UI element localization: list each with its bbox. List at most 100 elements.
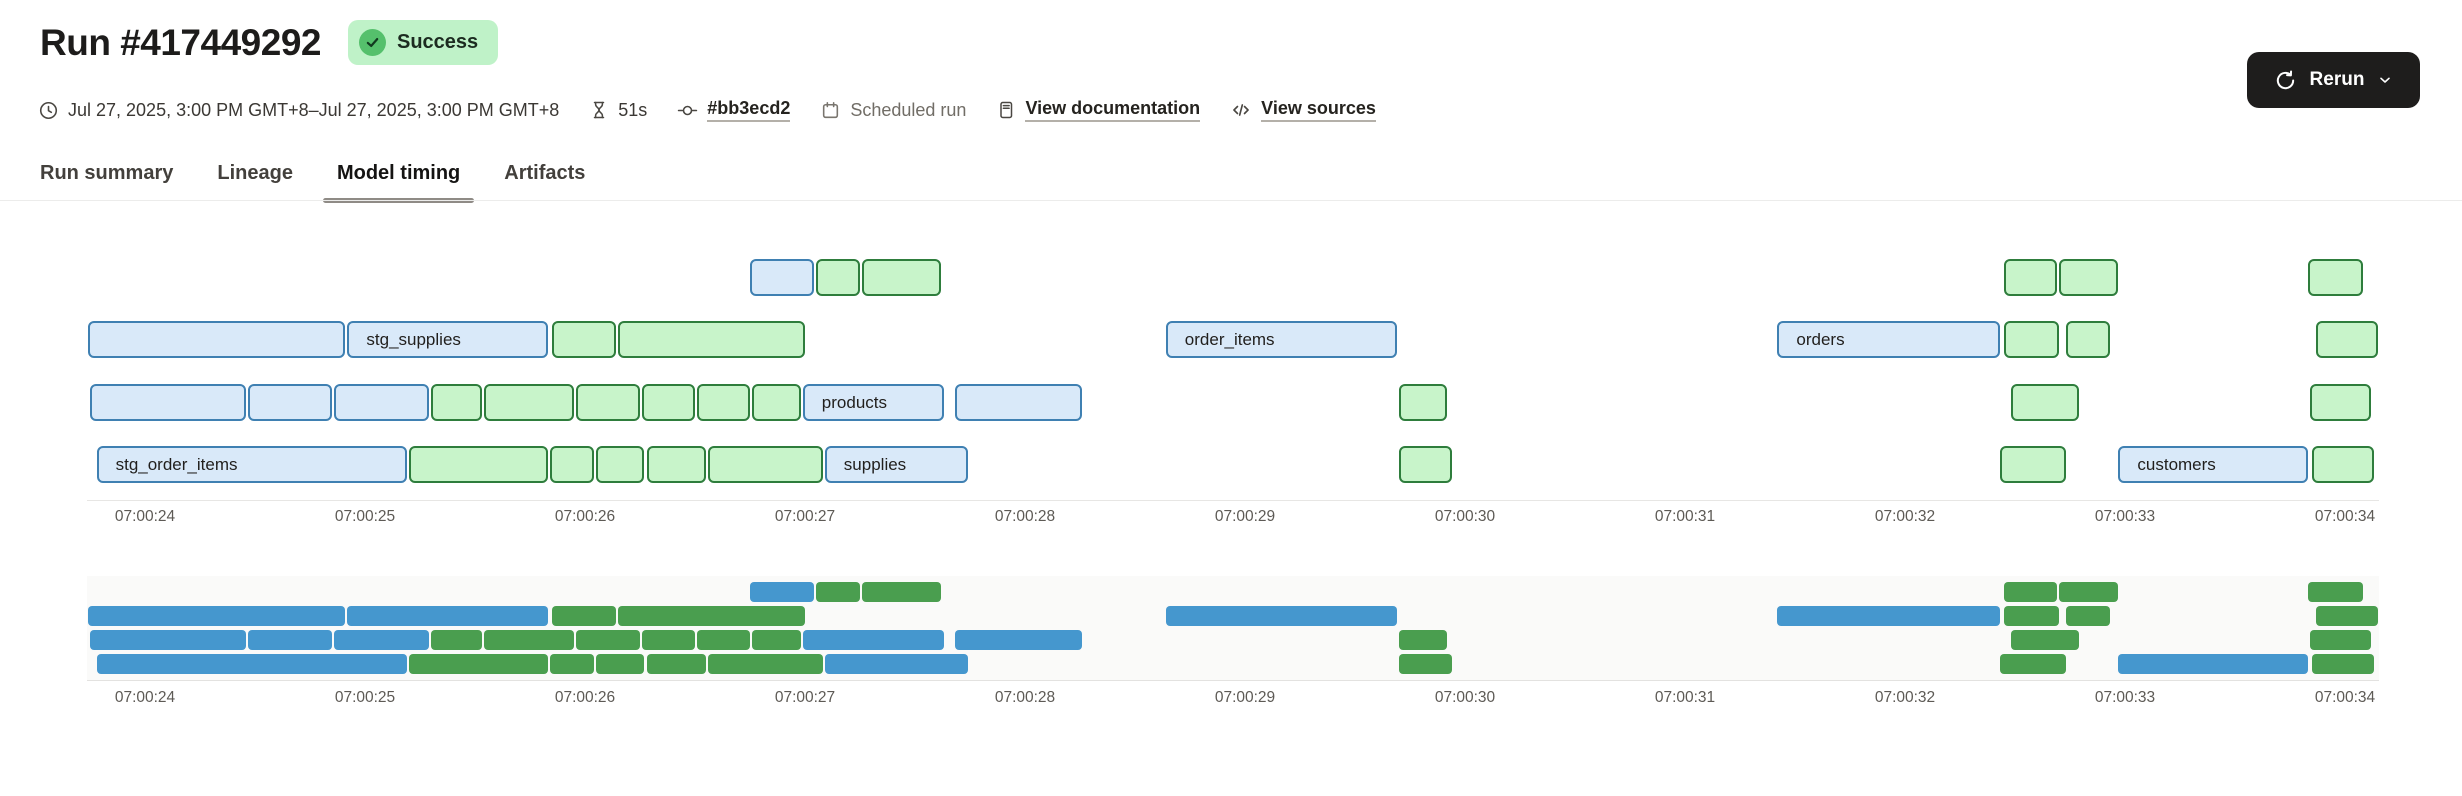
gantt-bar[interactable] (2316, 321, 2378, 358)
gantt-bar[interactable] (708, 446, 823, 483)
minimap-bar[interactable] (2307, 582, 2363, 602)
gantt-bar-stg_order_items[interactable]: stg_order_items (96, 446, 407, 483)
gantt-bar[interactable] (862, 259, 942, 296)
minimap-bar[interactable] (642, 630, 695, 650)
gantt-bar[interactable] (618, 321, 805, 358)
minimap-bar[interactable] (752, 630, 801, 650)
minimap-bar[interactable] (576, 630, 640, 650)
minimap-bar[interactable] (750, 582, 814, 602)
minimap-bar[interactable] (2059, 582, 2119, 602)
minimap-bar[interactable] (954, 630, 1083, 650)
minimap-bar[interactable] (2004, 606, 2059, 626)
gantt-bar[interactable] (409, 446, 548, 483)
tab-artifacts[interactable]: Artifacts (504, 162, 586, 184)
gantt-bar-supplies[interactable] (824, 654, 968, 674)
minimap-bar[interactable] (90, 630, 247, 650)
gantt-bar-customers[interactable]: customers (2118, 446, 2308, 483)
page-title: Run #417449292 (40, 21, 321, 63)
gantt-bar[interactable] (87, 321, 346, 358)
gantt-bar[interactable] (1999, 446, 2066, 483)
minimap-bar[interactable] (862, 582, 942, 602)
minimap-bar[interactable] (2004, 582, 2057, 602)
tab-bar-divider (0, 200, 2462, 201)
minimap-bar[interactable] (248, 630, 332, 650)
gantt-bar-stg_supplies[interactable] (347, 606, 548, 626)
gantt-bar[interactable] (552, 321, 616, 358)
gantt-bar[interactable] (2065, 321, 2110, 358)
gantt-bar-supplies[interactable]: supplies (824, 446, 968, 483)
minimap-bar[interactable] (431, 630, 482, 650)
view-documentation-link[interactable]: View documentation (1025, 98, 1201, 122)
axis-tick-label: 07:00:29 (1214, 508, 1276, 525)
gantt-bar-products[interactable] (802, 630, 944, 650)
axis-tick-label: 07:00:33 (2094, 689, 2156, 706)
minimap-bar[interactable] (2312, 654, 2374, 674)
gantt-bar[interactable] (576, 384, 640, 421)
gantt-bar[interactable] (750, 259, 814, 296)
chevron-down-icon (2377, 72, 2393, 88)
gantt-bar-order_items[interactable]: order_items (1165, 321, 1397, 358)
gantt-bar[interactable] (1399, 446, 1452, 483)
gantt-bar[interactable] (2004, 321, 2059, 358)
gantt-bar[interactable] (483, 384, 574, 421)
minimap-bar[interactable] (552, 606, 616, 626)
gantt-bar[interactable] (431, 384, 482, 421)
gantt-bar-label: stg_order_items (115, 454, 238, 474)
rerun-button[interactable]: Rerun (2247, 52, 2420, 108)
gantt-bar[interactable] (90, 384, 247, 421)
minimap-bar[interactable] (708, 654, 823, 674)
minimap-bar[interactable] (1399, 654, 1452, 674)
gantt-bar[interactable] (1399, 384, 1448, 421)
main-axis-line (87, 500, 2379, 501)
minimap-bar[interactable] (646, 654, 706, 674)
gantt-bar-orders[interactable] (1777, 606, 2000, 626)
gantt-bar-stg_supplies[interactable]: stg_supplies (347, 321, 548, 358)
minimap-bar[interactable] (87, 606, 346, 626)
minimap-bar[interactable] (697, 630, 750, 650)
minimap-bar[interactable] (2010, 630, 2079, 650)
gantt-bar[interactable] (248, 384, 332, 421)
gantt-bar[interactable] (2059, 259, 2119, 296)
gantt-bar-orders[interactable]: orders (1777, 321, 2000, 358)
gantt-bar-order_items[interactable] (1165, 606, 1397, 626)
tab-lineage[interactable]: Lineage (217, 162, 293, 184)
run-trigger: Scheduled run (820, 100, 966, 121)
view-sources-link[interactable]: View sources (1261, 98, 1376, 122)
minimap-bar[interactable] (2065, 606, 2110, 626)
gantt-bar[interactable] (642, 384, 695, 421)
clock-icon (39, 101, 58, 119)
minimap-bar[interactable] (816, 582, 860, 602)
tab-run-summary[interactable]: Run summary (40, 162, 174, 184)
minimap-bar[interactable] (549, 654, 594, 674)
axis-tick-label: 07:00:25 (334, 508, 396, 525)
gantt-bar[interactable] (596, 446, 645, 483)
minimap-bar[interactable] (2309, 630, 2372, 650)
minimap-bar[interactable] (334, 630, 429, 650)
minimap-bar[interactable] (596, 654, 645, 674)
gantt-bar[interactable] (549, 446, 594, 483)
tab-bar: Run summary Lineage Model timing Artifac… (40, 159, 586, 203)
axis-tick-label: 07:00:26 (554, 689, 616, 706)
gantt-bar-customers[interactable] (2118, 654, 2308, 674)
minimap-bar[interactable] (1999, 654, 2066, 674)
minimap-bar[interactable] (1399, 630, 1448, 650)
commit-link[interactable]: #bb3ecd2 (707, 98, 791, 122)
gantt-bar[interactable] (334, 384, 429, 421)
gantt-bar[interactable] (2312, 446, 2374, 483)
gantt-bar[interactable] (697, 384, 750, 421)
gantt-bar[interactable] (954, 384, 1083, 421)
gantt-bar-products[interactable]: products (802, 384, 944, 421)
gantt-bar[interactable] (2309, 384, 2372, 421)
gantt-bar-label: customers (2137, 454, 2216, 474)
gantt-bar[interactable] (2004, 259, 2057, 296)
minimap-bar[interactable] (2316, 606, 2378, 626)
gantt-bar[interactable] (2010, 384, 2079, 421)
gantt-bar-stg_order_items[interactable] (96, 654, 407, 674)
gantt-bar[interactable] (2307, 259, 2363, 296)
minimap-bar[interactable] (483, 630, 574, 650)
minimap-bar[interactable] (409, 654, 548, 674)
gantt-bar[interactable] (646, 446, 706, 483)
gantt-bar[interactable] (816, 259, 860, 296)
minimap-bar[interactable] (618, 606, 805, 626)
gantt-bar[interactable] (752, 384, 801, 421)
